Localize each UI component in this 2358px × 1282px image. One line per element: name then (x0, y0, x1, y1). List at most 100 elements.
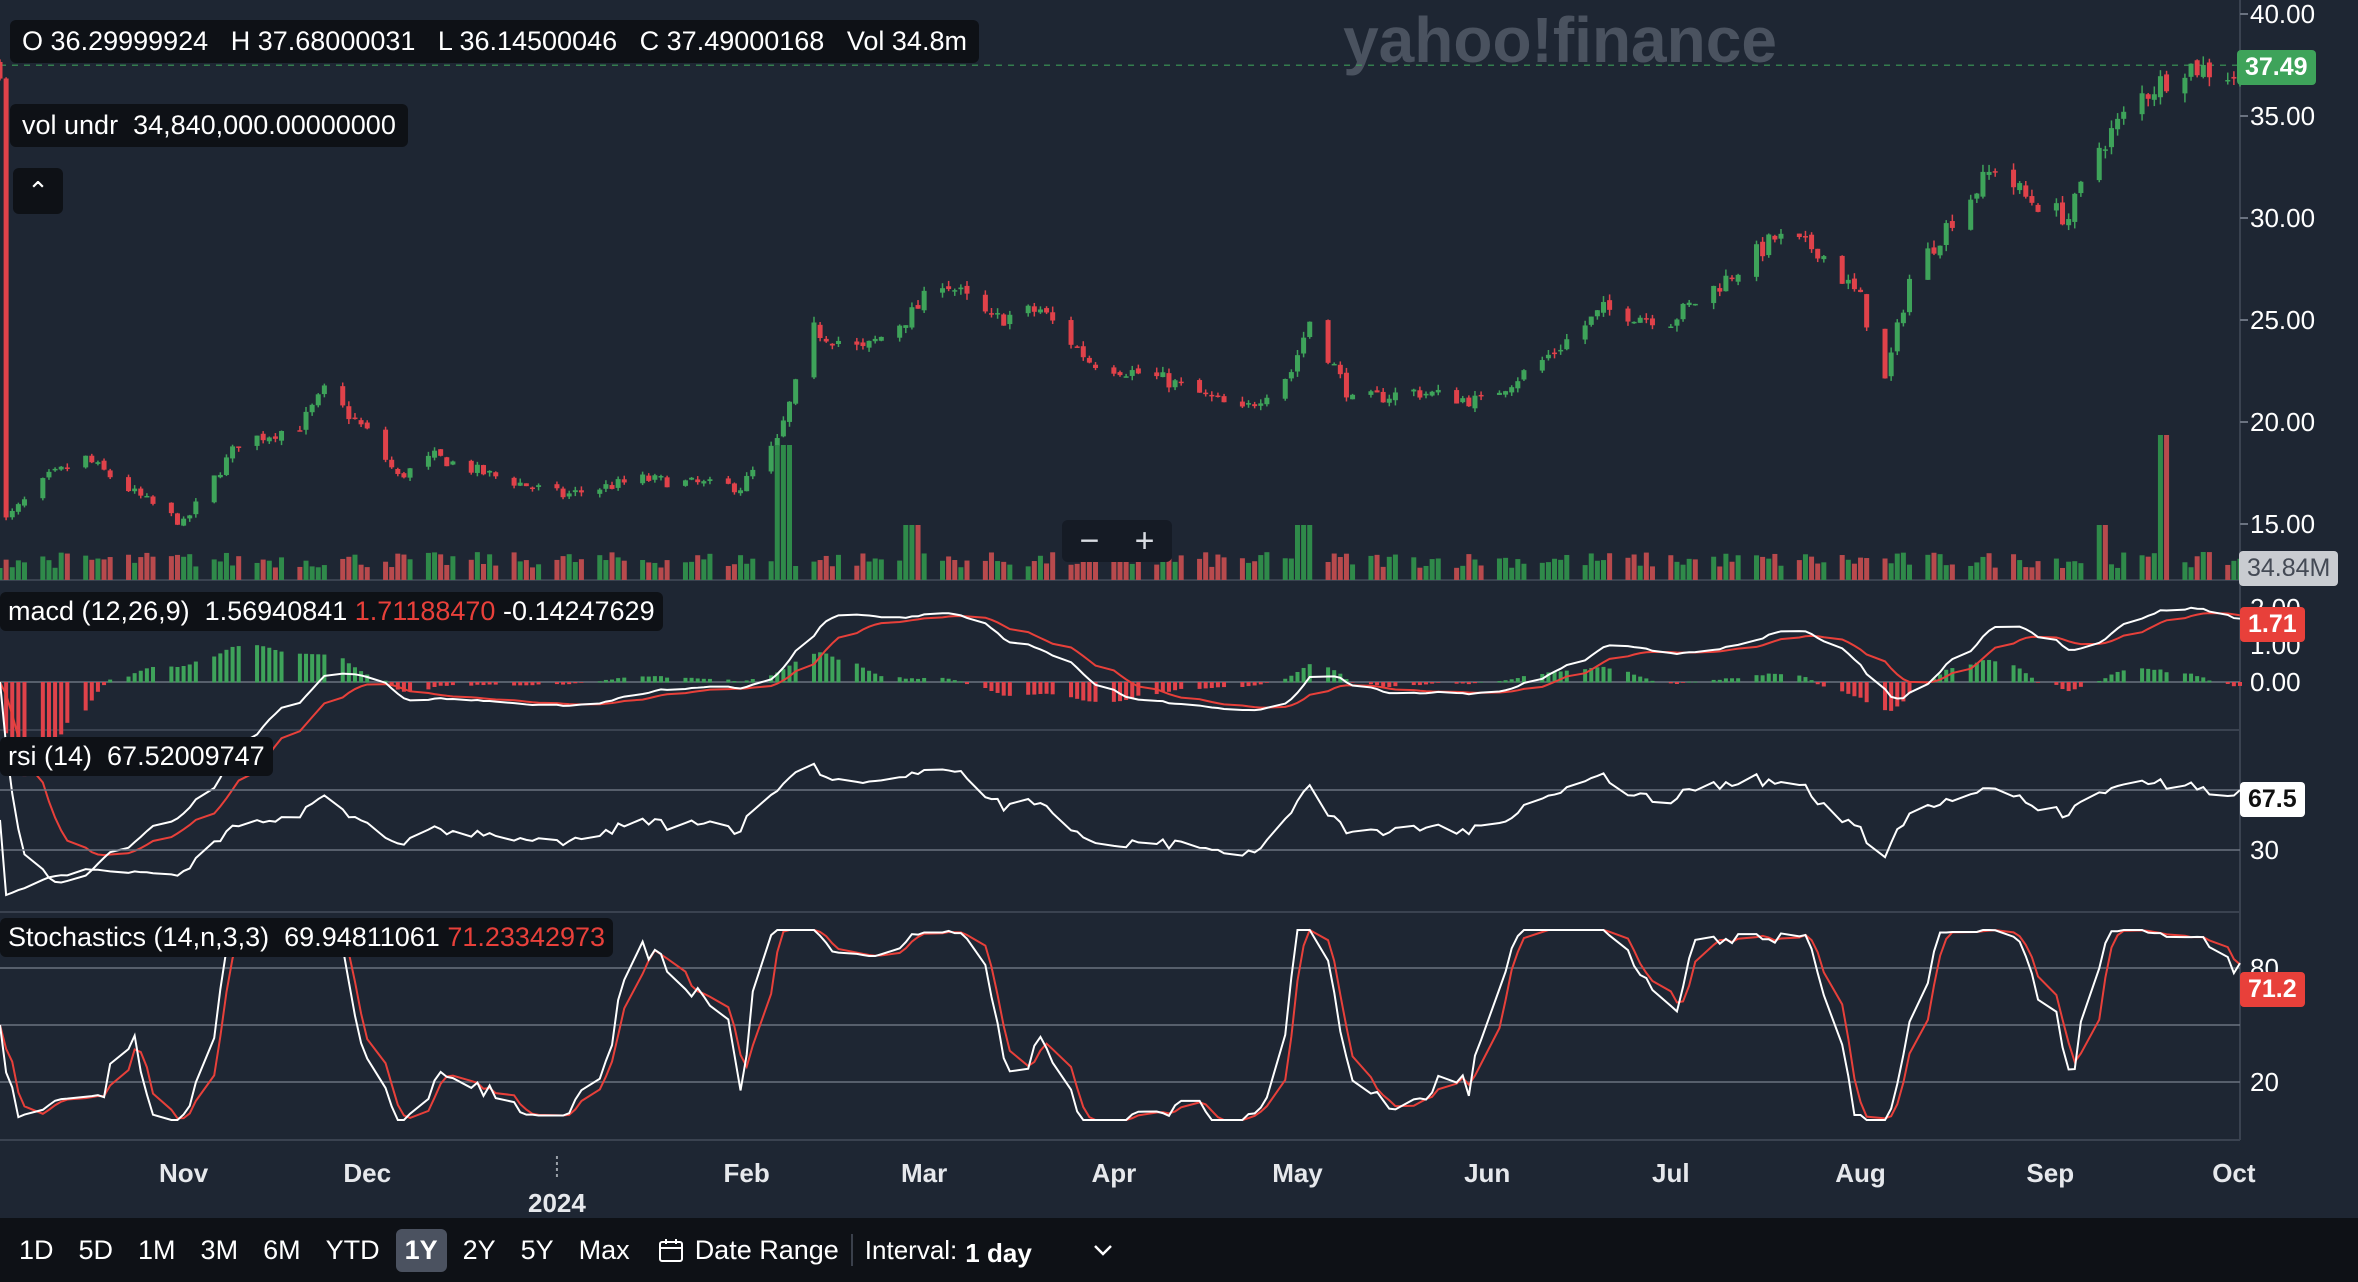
volume-bar (364, 567, 370, 580)
volume-bar (1282, 558, 1288, 580)
macd-histogram-bar (1411, 682, 1416, 686)
range-button-1y[interactable]: 1Y (395, 1228, 447, 1272)
macd-histogram-bar (701, 678, 706, 683)
price-tick-label: 20.00 (2250, 407, 2315, 437)
vol-undr-value: 34,840,000.00000000 (133, 110, 396, 140)
volume-bar (358, 564, 364, 580)
toolbar-divider (850, 1234, 853, 1266)
macd-histogram-bar (1075, 682, 1080, 699)
candle-up (187, 515, 193, 519)
candle-up (1503, 391, 1509, 395)
range-button-1m[interactable]: 1M (138, 1234, 176, 1265)
candle-down (236, 446, 242, 448)
candle-up (1907, 278, 1913, 313)
candle-up (1735, 274, 1741, 282)
high-label: H (230, 26, 251, 56)
volume-bar (988, 552, 994, 580)
candle-down (438, 449, 444, 456)
macd-histogram-bar (1858, 682, 1863, 698)
macd-histogram-bar (1772, 673, 1777, 683)
range-button-6m[interactable]: 6M (263, 1234, 301, 1265)
date-range-button[interactable]: Date Range (657, 1235, 839, 1266)
volume-bar (0, 567, 3, 580)
macd-histogram-bar (1901, 682, 1906, 702)
volume-bar (1772, 553, 1778, 580)
volume-bar (835, 554, 841, 580)
zoom-out-button[interactable]: − (1079, 521, 1100, 560)
candle-down (2060, 202, 2066, 225)
candle-up (1900, 312, 1906, 324)
macd-histogram-bar (1595, 667, 1600, 683)
chart-area[interactable]: yahoo!finance 40.00 35.00 30.00 25.00 20.00 15… (0, 0, 2358, 1218)
candle-up (132, 488, 138, 492)
macd-value: 1.56940841 (204, 596, 348, 626)
volume-bar (1301, 525, 1307, 580)
volume-bar (321, 565, 327, 580)
volume-bar (1521, 563, 1527, 580)
macd-histogram-bar (1583, 669, 1588, 683)
macd-histogram-bar (365, 674, 370, 683)
range-button-2y[interactable]: 2Y (462, 1234, 496, 1265)
candle-up (1668, 326, 1674, 329)
candle-down (297, 430, 303, 432)
macd-histogram-bar (1118, 682, 1122, 702)
volume-bar (425, 552, 431, 580)
macd-histogram-bar (493, 682, 498, 685)
collapse-indicators-button[interactable]: ⌃ (13, 168, 63, 214)
candle-down (1111, 367, 1117, 374)
range-button-5d[interactable]: 5D (78, 1234, 114, 1265)
candle-down (174, 513, 180, 525)
volume-bar (1197, 558, 1203, 580)
candle-up (835, 340, 841, 345)
macd-histogram-bar (1197, 682, 1202, 689)
range-button-3m[interactable]: 3M (200, 1234, 239, 1265)
rsi-legend: rsi (14) 67.52009747 (0, 737, 273, 776)
candle-up (903, 325, 909, 328)
candle-down (823, 338, 829, 342)
volume-bar (1931, 552, 1937, 580)
volume-bar (230, 565, 236, 580)
candle-down (1044, 308, 1050, 313)
volume-bar (1135, 560, 1141, 580)
macd-histogram-bar (224, 649, 229, 683)
candle-up (2102, 149, 2108, 151)
macd-histogram-bar (922, 677, 927, 683)
candle-up (1674, 319, 1680, 326)
candle-up (517, 482, 523, 486)
candle-up (1564, 339, 1570, 350)
macd-histogram-bar (1466, 682, 1471, 685)
macd-histogram-bar (310, 654, 315, 683)
candle-down (1454, 390, 1460, 404)
candle-down (168, 502, 174, 514)
candle-up (1386, 398, 1392, 403)
candle-down (493, 472, 499, 477)
volume-bar (64, 553, 70, 580)
volume-bar (1423, 565, 1429, 580)
candle-up (787, 401, 793, 422)
candle-down (1858, 289, 1864, 293)
candle-up (2121, 111, 2127, 119)
macd-histogram-bar (1980, 660, 1985, 683)
range-button-max[interactable]: Max (578, 1234, 630, 1265)
candle-down (1209, 394, 1215, 397)
candle-up (58, 466, 64, 470)
chart-canvas[interactable]: yahoo!finance 40.00 35.00 30.00 25.00 20.00 15… (0, 0, 2358, 1218)
candle-down (621, 479, 627, 483)
macd-histogram-bar (1693, 681, 1698, 683)
zoom-in-button[interactable]: + (1134, 521, 1155, 560)
range-button-5y[interactable]: 5Y (520, 1234, 554, 1265)
volume-bar (217, 561, 223, 580)
volume-bar (1711, 556, 1717, 580)
x-axis-year-label: 2024 (528, 1188, 586, 1218)
candle-up (866, 340, 872, 348)
volume-bar (150, 556, 156, 580)
range-button-ytd[interactable]: YTD (325, 1234, 380, 1265)
rsi-value: 67.52009747 (107, 741, 265, 771)
macd-histogram-bar (2195, 676, 2200, 683)
volume-bar (46, 560, 52, 580)
interval-select[interactable]: Interval: 1 day (865, 1235, 1114, 1268)
range-button-1d[interactable]: 1D (19, 1234, 54, 1265)
candle-up (1539, 360, 1545, 371)
candle-up (1460, 398, 1466, 403)
candle-up (652, 475, 658, 480)
